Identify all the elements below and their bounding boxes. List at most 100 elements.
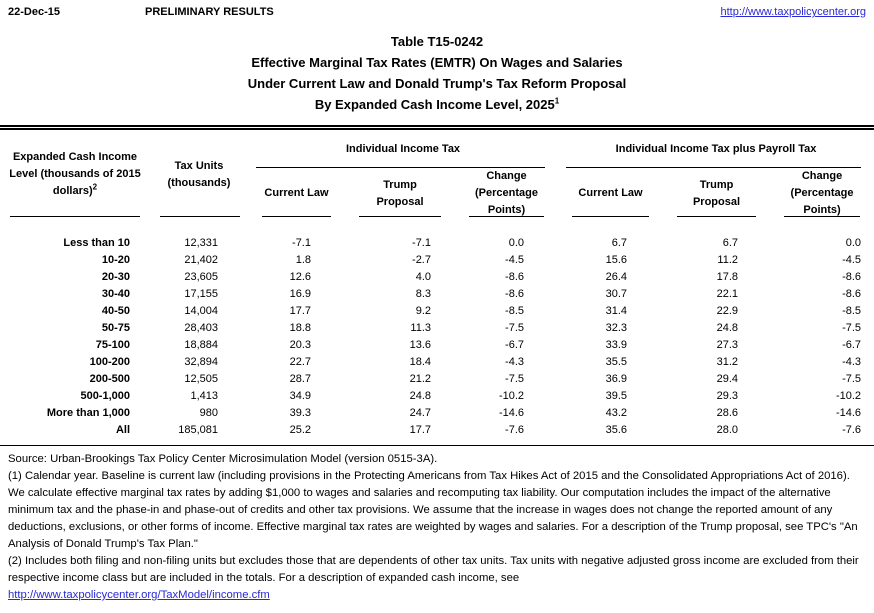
value-cell: -8.6 <box>842 288 862 300</box>
value-cell: 185,081 <box>178 424 218 436</box>
table-row: 500-1,000 1,413 34.9 24.8 -10.2 39.5 29.3 -10.2 <box>0 388 874 405</box>
value-cell: 35.6 <box>605 424 628 436</box>
value-cell: 28,403 <box>184 322 218 334</box>
individual-income-tax-group-header: Individual Income Tax <box>248 130 558 168</box>
value-cell: -8.6 <box>842 271 862 283</box>
value-cell: 12.6 <box>289 271 311 283</box>
income-plus-payroll-tax-group-header: Individual Income Tax plus Payroll Tax <box>558 130 874 168</box>
value-cell: -7.1 <box>292 237 311 249</box>
value-cell: 28.6 <box>716 407 739 419</box>
value-cell: -7.5 <box>842 373 862 385</box>
value-cell: -7.6 <box>505 424 525 436</box>
value-cell: -6.7 <box>505 339 525 351</box>
income-level-cell: More than 1,000 <box>46 407 130 419</box>
value-cell: 24.8 <box>716 322 739 334</box>
table-row: 100-200 32,894 22.7 18.4 -4.3 35.5 31.2 -4.3 <box>0 354 874 371</box>
value-cell: 11.2 <box>717 254 739 266</box>
value-cell: -14.6 <box>498 407 525 419</box>
value-cell: -10.2 <box>498 390 525 402</box>
value-cell: 18.4 <box>409 356 431 368</box>
value-cell: 26.4 <box>605 271 628 283</box>
value-cell: 8.3 <box>415 288 431 300</box>
table-row: 30-40 17,155 16.9 8.3 -8.6 30.7 22.1 -8.6 <box>0 286 874 303</box>
date-label: 22-Dec-15 <box>8 6 60 18</box>
table-row: Less than 10 12,331 -7.1 -7.1 0.0 6.7 6.7 0.0 <box>0 219 874 252</box>
title-block: Table T15-0242 Effective Marginal Tax Ra… <box>0 31 874 115</box>
iit-change-header: Change (Percentage Points) <box>455 168 558 219</box>
value-cell: 12,505 <box>184 373 218 385</box>
value-cell: 22.7 <box>289 356 311 368</box>
value-cell: 24.8 <box>409 390 431 402</box>
table-row: All 185,081 25.2 17.7 -7.6 35.6 28.0 -7.6 <box>0 422 874 439</box>
value-cell: -8.5 <box>842 305 862 317</box>
value-cell: 18,884 <box>184 339 218 351</box>
iit-trump-proposal-header: Trump Proposal <box>345 168 455 219</box>
income-level-cell: 200-500 <box>89 373 130 385</box>
value-cell: -4.3 <box>505 356 525 368</box>
income-definition-link[interactable]: http://www.taxpolicycenter.org/TaxModel/… <box>8 589 270 601</box>
value-cell: 35.5 <box>605 356 628 368</box>
value-cell: 1,413 <box>190 390 218 402</box>
value-cell: 31.4 <box>605 305 628 317</box>
value-cell: -8.6 <box>505 271 525 283</box>
value-cell: 36.9 <box>605 373 628 385</box>
top-bar: 22-Dec-15 PRELIMINARY RESULTS http://www… <box>0 0 874 18</box>
value-cell: 16.9 <box>289 288 311 300</box>
income-level-cell: 10-20 <box>101 254 130 266</box>
value-cell: 29.4 <box>716 373 739 385</box>
taxpolicycenter-link[interactable]: http://www.taxpolicycenter.org <box>720 6 866 18</box>
value-cell: -2.7 <box>412 254 431 266</box>
value-cell: 20.3 <box>289 339 311 351</box>
value-cell: -4.5 <box>842 254 862 266</box>
value-cell: 34.9 <box>289 390 311 402</box>
value-cell: 22.9 <box>716 305 739 317</box>
income-level-cell: Less than 10 <box>63 237 130 249</box>
value-cell: 39.5 <box>605 390 628 402</box>
value-cell: 21.2 <box>409 373 431 385</box>
income-level-cell: 500-1,000 <box>80 390 130 402</box>
income-level-column-header: Expanded Cash Income Level (thousands of… <box>0 130 150 219</box>
value-cell: -7.5 <box>505 373 525 385</box>
value-cell: 4.0 <box>415 271 431 283</box>
source-note: Source: Urban-Brookings Tax Policy Cente… <box>8 453 438 465</box>
value-cell: 43.2 <box>605 407 628 419</box>
footnotes: Source: Urban-Brookings Tax Policy Cente… <box>0 446 874 604</box>
income-level-cell: 100-200 <box>89 356 130 368</box>
col1-footnote-marker: 2 <box>92 182 98 192</box>
table-body: Less than 10 12,331 -7.1 -7.1 0.0 6.7 6.7 0.0 10… <box>0 219 874 439</box>
table-row: 20-30 23,605 12.6 4.0 -8.6 26.4 17.8 -8.6 <box>0 269 874 286</box>
value-cell: 27.3 <box>716 339 739 351</box>
value-cell: -7.5 <box>505 322 525 334</box>
title-line-2: Effective Marginal Tax Rates (EMTR) On W… <box>251 55 623 70</box>
preliminary-results-label: PRELIMINARY RESULTS <box>145 6 274 18</box>
value-cell: 30.7 <box>605 288 628 300</box>
table-row: 200-500 12,505 28.7 21.2 -7.5 36.9 29.4 -7.5 <box>0 371 874 388</box>
value-cell: 32,894 <box>184 356 218 368</box>
title-line-4: By Expanded Cash Income Level, 20251 <box>314 96 560 112</box>
value-cell: 28.0 <box>716 424 739 436</box>
value-cell: -4.5 <box>505 254 525 266</box>
value-cell: 11.3 <box>410 322 431 334</box>
value-cell: 28.7 <box>289 373 311 385</box>
value-cell: 25.2 <box>289 424 311 436</box>
value-cell: -8.6 <box>505 288 525 300</box>
value-cell: -7.5 <box>842 322 862 334</box>
payroll-trump-proposal-header: Trump Proposal <box>663 168 770 219</box>
value-cell: 6.7 <box>722 237 739 249</box>
value-cell: 17,155 <box>184 288 218 300</box>
value-cell: 17.7 <box>289 305 311 317</box>
value-cell: 0.0 <box>508 237 525 249</box>
emtr-table: Expanded Cash Income Level (thousands of… <box>0 125 874 446</box>
value-cell: -4.3 <box>842 356 862 368</box>
footnote-1: (1) Calendar year. Baseline is current l… <box>8 470 858 550</box>
payroll-change-header: Change (Percentage Points) <box>770 168 874 219</box>
table-row: 40-50 14,004 17.7 9.2 -8.5 31.4 22.9 -8.5 <box>0 303 874 320</box>
value-cell: 22.1 <box>716 288 739 300</box>
value-cell: 17.7 <box>409 424 431 436</box>
value-cell: -6.7 <box>842 339 862 351</box>
value-cell: 1.8 <box>295 254 311 266</box>
value-cell: -7.6 <box>842 424 862 436</box>
table-row: 75-100 18,884 20.3 13.6 -6.7 33.9 27.3 -6.7 <box>0 337 874 354</box>
footnote-2: (2) Includes both filing and non-filing … <box>8 555 859 584</box>
table-row: 10-20 21,402 1.8 -2.7 -4.5 15.6 11.2 -4.5 <box>0 252 874 269</box>
